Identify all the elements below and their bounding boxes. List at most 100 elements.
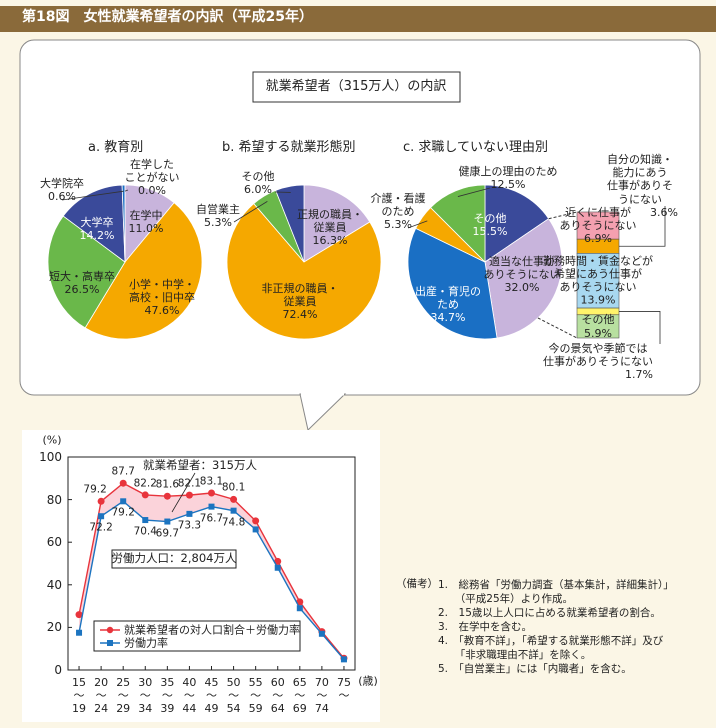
segment-label: 自分の知識・能力にあう 仕事がありそうにない 3.6%: [602, 153, 678, 219]
x-tick-label: 50 ～ 54: [226, 676, 241, 715]
pie-slice: [47, 215, 126, 329]
slice-value: 47.6%: [144, 304, 180, 318]
segment-label: 勤務時間・賃金などが 希望にあう仕事が ありそうにない 13.9%: [543, 254, 653, 307]
y-tick-label: 60: [46, 534, 62, 549]
x-tick-label: 40 ～ 44: [182, 676, 197, 715]
gap-area: [79, 483, 344, 660]
panel-title: 就業希望者（315万人）の内訳: [265, 79, 447, 95]
marker: [186, 510, 193, 517]
leader-line: [233, 201, 268, 223]
data-label: 81.6: [155, 478, 180, 491]
x-tick-label: 35 ～ 39: [160, 676, 175, 715]
slice-value: 16.3%: [312, 234, 348, 248]
x-tick-label: 60 ～ 64: [270, 676, 285, 715]
data-label: 82.2: [133, 477, 157, 490]
bar-segment: [576, 253, 620, 309]
segment-value: 6.9%: [584, 232, 612, 246]
marker: [76, 629, 83, 636]
pie-slice: [484, 218, 563, 339]
bar-segment: [576, 211, 620, 240]
marker: [252, 526, 259, 533]
slice-label: 小学・中学・ 高校・旧中卒 47.6%: [129, 278, 195, 318]
data-label: 72.2: [89, 521, 113, 534]
callout-tail: [299, 393, 347, 431]
marker: [142, 517, 149, 524]
y-axis-label: (%): [42, 433, 62, 447]
slice-label: 大学卒 14.2%: [80, 216, 115, 242]
slice-value: 26.5%: [64, 283, 100, 296]
slice-name: 大学卒: [80, 215, 114, 229]
segment-name: その他: [581, 313, 615, 327]
annotation: 労働力人口：2,804万人: [111, 551, 237, 566]
slice-name: 在学中: [129, 208, 163, 222]
slice-name: 在学した ことがない: [124, 158, 180, 185]
data-label: 87.7: [111, 465, 135, 478]
pie-slice: [303, 184, 371, 263]
note-item: 4. 「教育不詳」，「希望する就業形態不詳」及び 「非求職理由不詳」を除く。: [438, 635, 664, 661]
y-tick-label: 0: [54, 662, 62, 677]
legend-label: 労働力率: [124, 636, 168, 650]
slice-name: 適当な仕事が ありそうにない: [483, 255, 561, 282]
legend-marker: [107, 640, 113, 646]
x-tick-label: 15 ～ 19: [72, 676, 87, 715]
marker: [230, 495, 238, 503]
data-label: 79.2: [111, 507, 135, 519]
slice-label: 出産・育児の ため 34.7%: [415, 285, 481, 325]
slice-value: 0.0%: [138, 184, 166, 198]
slice-value: 5.3%: [204, 216, 232, 229]
bar-segment: [576, 314, 620, 339]
marker: [97, 497, 105, 505]
annotation-leader: [171, 472, 196, 513]
segment-name: 勤務時間・賃金などが 希望にあう仕事が ありそうにない: [543, 254, 653, 294]
slice-label: 在学した ことがない 0.0%: [125, 158, 180, 198]
leader-line: [457, 187, 491, 197]
segment-label: その他 5.9%: [582, 313, 615, 339]
marker: [141, 491, 149, 499]
segment-value: 1.7%: [625, 368, 653, 382]
header-bar: [0, 6, 716, 32]
slice-name: 小学・中学・ 高校・旧中卒: [129, 278, 195, 305]
slice-name: 出産・育児の ため: [415, 285, 481, 312]
slice-label: その他 6.0%: [242, 170, 275, 196]
slice-value: 11.0%: [128, 222, 164, 235]
legend-box: [93, 620, 301, 652]
pie-slice: [407, 227, 498, 340]
note-item: 2. 15歳以上人口に占める就業希望者の割合。: [438, 607, 661, 619]
leader-line: [407, 220, 428, 229]
y-tick-label: 40: [46, 577, 62, 592]
segment-value: 3.6%: [650, 205, 678, 219]
marker: [230, 507, 237, 514]
data-label: 83.1: [199, 475, 224, 488]
marker: [318, 630, 325, 637]
x-tick-label: 45 ～ 49: [204, 676, 219, 715]
segment-name: 近くに仕事が ありそうにない: [559, 205, 637, 232]
segment-name: 今の景気や季節では 仕事がありそうにない: [543, 342, 653, 369]
slice-value: 72.4%: [282, 308, 318, 322]
marker: [119, 479, 127, 487]
x-tick-label: 55 ～ 59: [248, 676, 263, 715]
data-label: 79.2: [83, 484, 107, 496]
data-label: 69.7: [155, 527, 180, 540]
marker: [340, 656, 347, 663]
slice-value: 32.0%: [504, 281, 540, 295]
data-label: 76.7: [199, 512, 224, 525]
leader-line: [619, 311, 661, 344]
marker: [164, 518, 171, 525]
marker: [274, 564, 281, 571]
x-tick-label: 75 ～: [336, 676, 351, 702]
slice-label: 短大・高専卒 26.5%: [49, 270, 115, 296]
x-axis-label: (歳): [358, 674, 378, 688]
y-tick-label: 100: [39, 449, 62, 464]
marker: [252, 517, 260, 525]
segment-label: 近くに仕事が ありそうにない 6.9%: [560, 206, 637, 246]
pie-title: a. 教育別: [88, 140, 144, 156]
marker: [120, 498, 127, 505]
slice-value: 14.2%: [79, 229, 115, 242]
slice-name: 短大・高専卒: [49, 269, 115, 283]
slice-name: 自営業主: [196, 202, 240, 216]
slice-value: 5.3%: [384, 218, 412, 232]
slice-label: 健康上の理由のため 12.5%: [459, 165, 558, 191]
note-item: 3. 在学中を含む。: [438, 621, 533, 633]
slice-name: その他: [473, 211, 507, 225]
